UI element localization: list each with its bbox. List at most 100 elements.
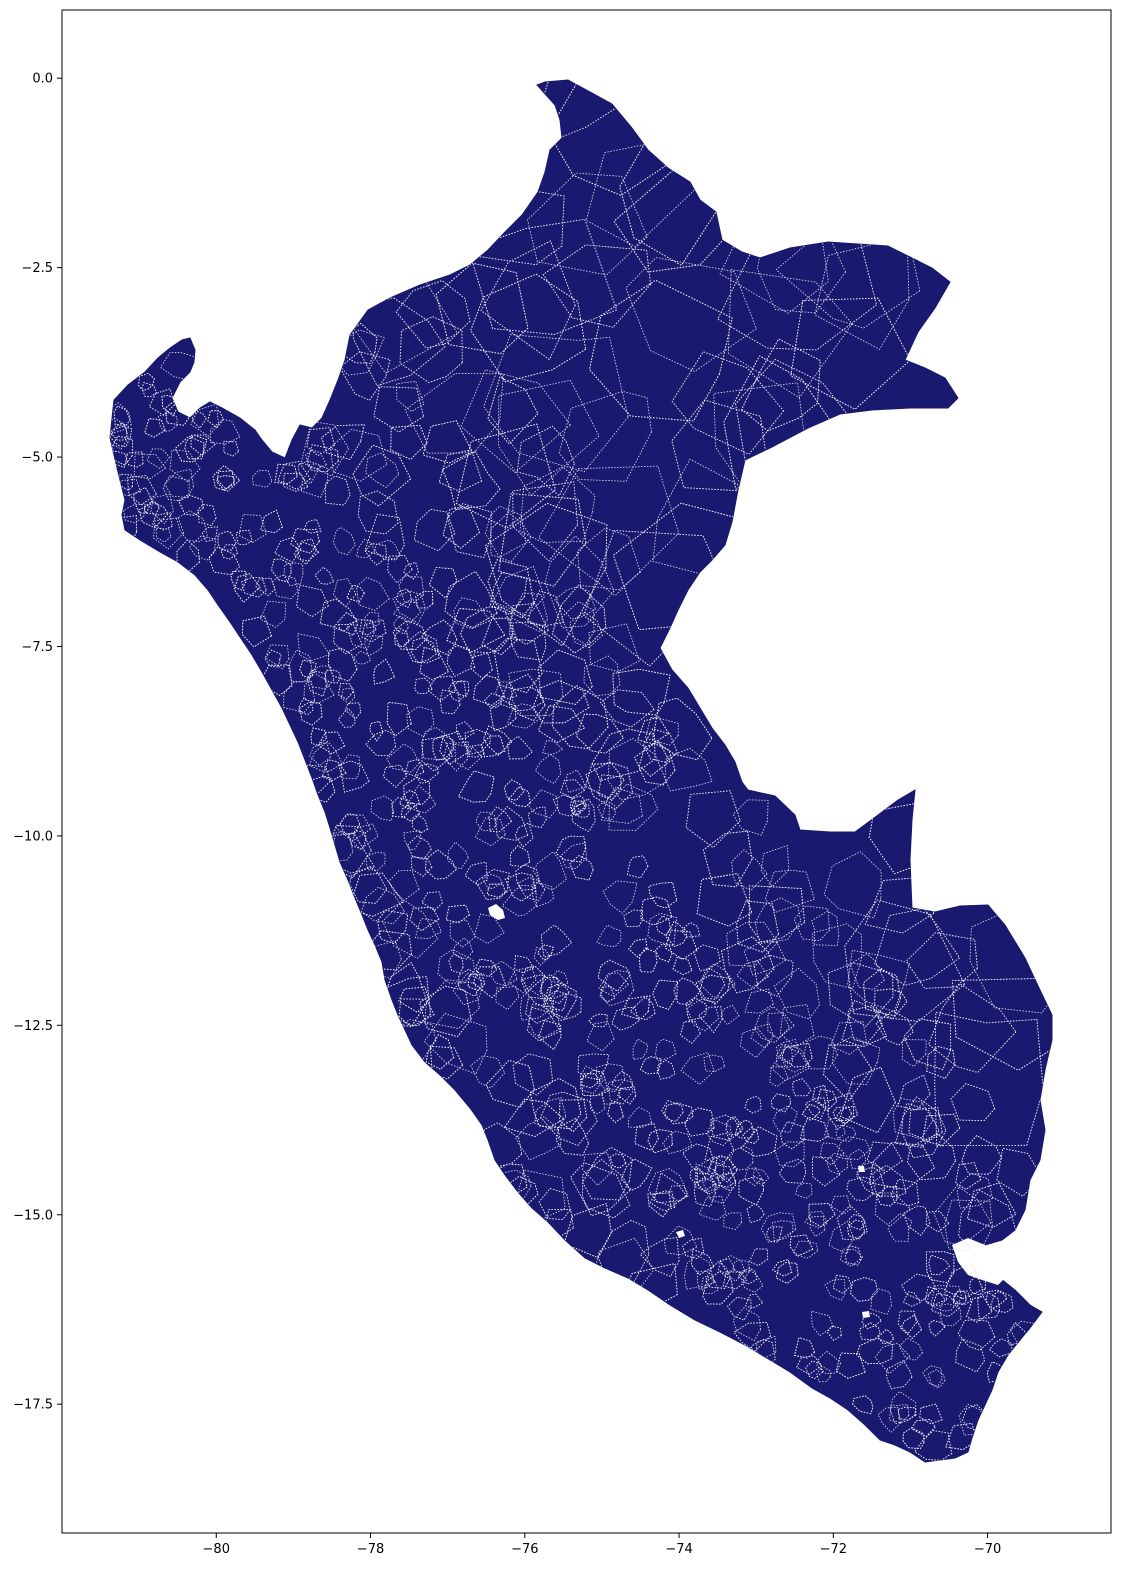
district-boundary <box>710 1114 742 1141</box>
district-boundary <box>736 900 780 953</box>
district-boundary <box>283 562 304 587</box>
district-boundary <box>735 1119 755 1139</box>
district-boundary <box>544 535 615 629</box>
district-boundary <box>779 1004 815 1048</box>
district-boundary <box>902 1291 922 1307</box>
district-boundary <box>775 1261 799 1284</box>
district-boundary <box>150 493 174 525</box>
district-boundary <box>849 1276 879 1302</box>
district-boundary <box>509 602 549 645</box>
district-boundary <box>746 1202 765 1224</box>
district-boundary <box>859 1322 881 1341</box>
district-boundary <box>911 1418 936 1438</box>
district-boundary <box>370 795 394 822</box>
district-boundary <box>507 735 533 760</box>
district-boundary <box>302 764 331 796</box>
district-boundary <box>926 1046 956 1079</box>
district-boundary <box>639 1056 662 1075</box>
district-boundary <box>810 1310 834 1337</box>
district-boundary <box>197 504 217 527</box>
district-boundary <box>392 615 409 635</box>
district-boundary <box>908 1107 943 1142</box>
district-boundary <box>597 800 616 821</box>
district-boundary <box>514 955 535 974</box>
district-boundary <box>952 1290 972 1306</box>
district-boundary <box>373 386 425 433</box>
district-boundary <box>767 1012 795 1040</box>
district-boundary <box>662 1130 693 1155</box>
district-boundary <box>643 728 678 763</box>
district-boundary <box>835 1352 866 1379</box>
district-boundary <box>836 1204 868 1241</box>
district-boundary <box>827 1092 859 1130</box>
district-boundary <box>790 297 911 410</box>
district-boundary <box>977 1291 1001 1320</box>
district-boundary <box>403 830 422 851</box>
district-boundary <box>191 410 207 429</box>
district-boundary <box>681 922 701 938</box>
district-boundary <box>364 513 405 561</box>
district-boundary <box>526 1006 561 1042</box>
district-boundary <box>494 806 529 841</box>
district-boundary <box>885 1360 913 1390</box>
district-boundary <box>422 420 473 464</box>
district-boundary <box>201 526 218 542</box>
district-boundary <box>580 1065 604 1095</box>
district-boundary <box>357 490 399 535</box>
district-boundary <box>580 1073 601 1089</box>
district-boundary <box>922 1365 943 1389</box>
x-tick-label: −70 <box>974 1542 1001 1557</box>
district-boundary <box>903 1018 952 1071</box>
district-boundary <box>475 811 498 832</box>
district-boundary <box>582 1146 633 1201</box>
district-boundary <box>933 1185 992 1246</box>
district-boundary <box>425 1034 455 1070</box>
district-boundary <box>551 584 607 654</box>
district-boundary <box>754 897 802 944</box>
district-boundary <box>828 1220 854 1255</box>
district-boundary <box>955 1338 986 1373</box>
district-boundary <box>307 444 339 473</box>
district-boundary <box>731 849 768 891</box>
district-boundary <box>164 468 194 498</box>
district-boundary <box>520 974 553 1008</box>
district-boundary <box>110 417 129 450</box>
district-boundary <box>705 1260 731 1289</box>
district-boundary <box>902 1427 925 1450</box>
district-boundary <box>538 465 680 597</box>
district-boundary <box>577 1053 610 1081</box>
district-boundary <box>732 1259 751 1274</box>
district-boundary <box>855 1161 886 1186</box>
district-boundary <box>799 1116 830 1142</box>
district-boundary <box>398 986 430 1013</box>
district-boundary <box>697 1006 723 1034</box>
y-tick-label: −5.0 <box>21 451 53 466</box>
district-boundary <box>403 561 419 580</box>
district-boundary <box>966 1295 993 1323</box>
district-boundary <box>847 949 910 1013</box>
district-boundary <box>306 669 327 697</box>
district-boundary <box>584 762 625 799</box>
district-boundary <box>827 962 894 1027</box>
district-boundary <box>270 558 292 583</box>
district-boundary <box>480 240 576 361</box>
district-boundary <box>769 1066 789 1088</box>
district-boundary <box>694 1163 721 1195</box>
district-boundary <box>540 80 618 138</box>
district-boundary <box>689 1167 707 1184</box>
district-boundary <box>287 649 314 683</box>
district-boundary <box>542 740 564 756</box>
district-boundary <box>340 687 356 705</box>
district-boundary <box>598 972 629 998</box>
district-boundary <box>174 435 205 463</box>
district-boundary <box>988 1338 1013 1358</box>
district-boundary <box>668 1185 689 1202</box>
district-boundary <box>702 830 753 888</box>
district-boundary <box>847 1219 866 1240</box>
district-boundary <box>391 797 412 818</box>
district-boundary <box>403 776 431 806</box>
district-boundary <box>527 806 547 828</box>
district-boundary <box>419 985 472 1038</box>
district-boundary <box>300 420 350 477</box>
district-boundary <box>540 924 573 958</box>
